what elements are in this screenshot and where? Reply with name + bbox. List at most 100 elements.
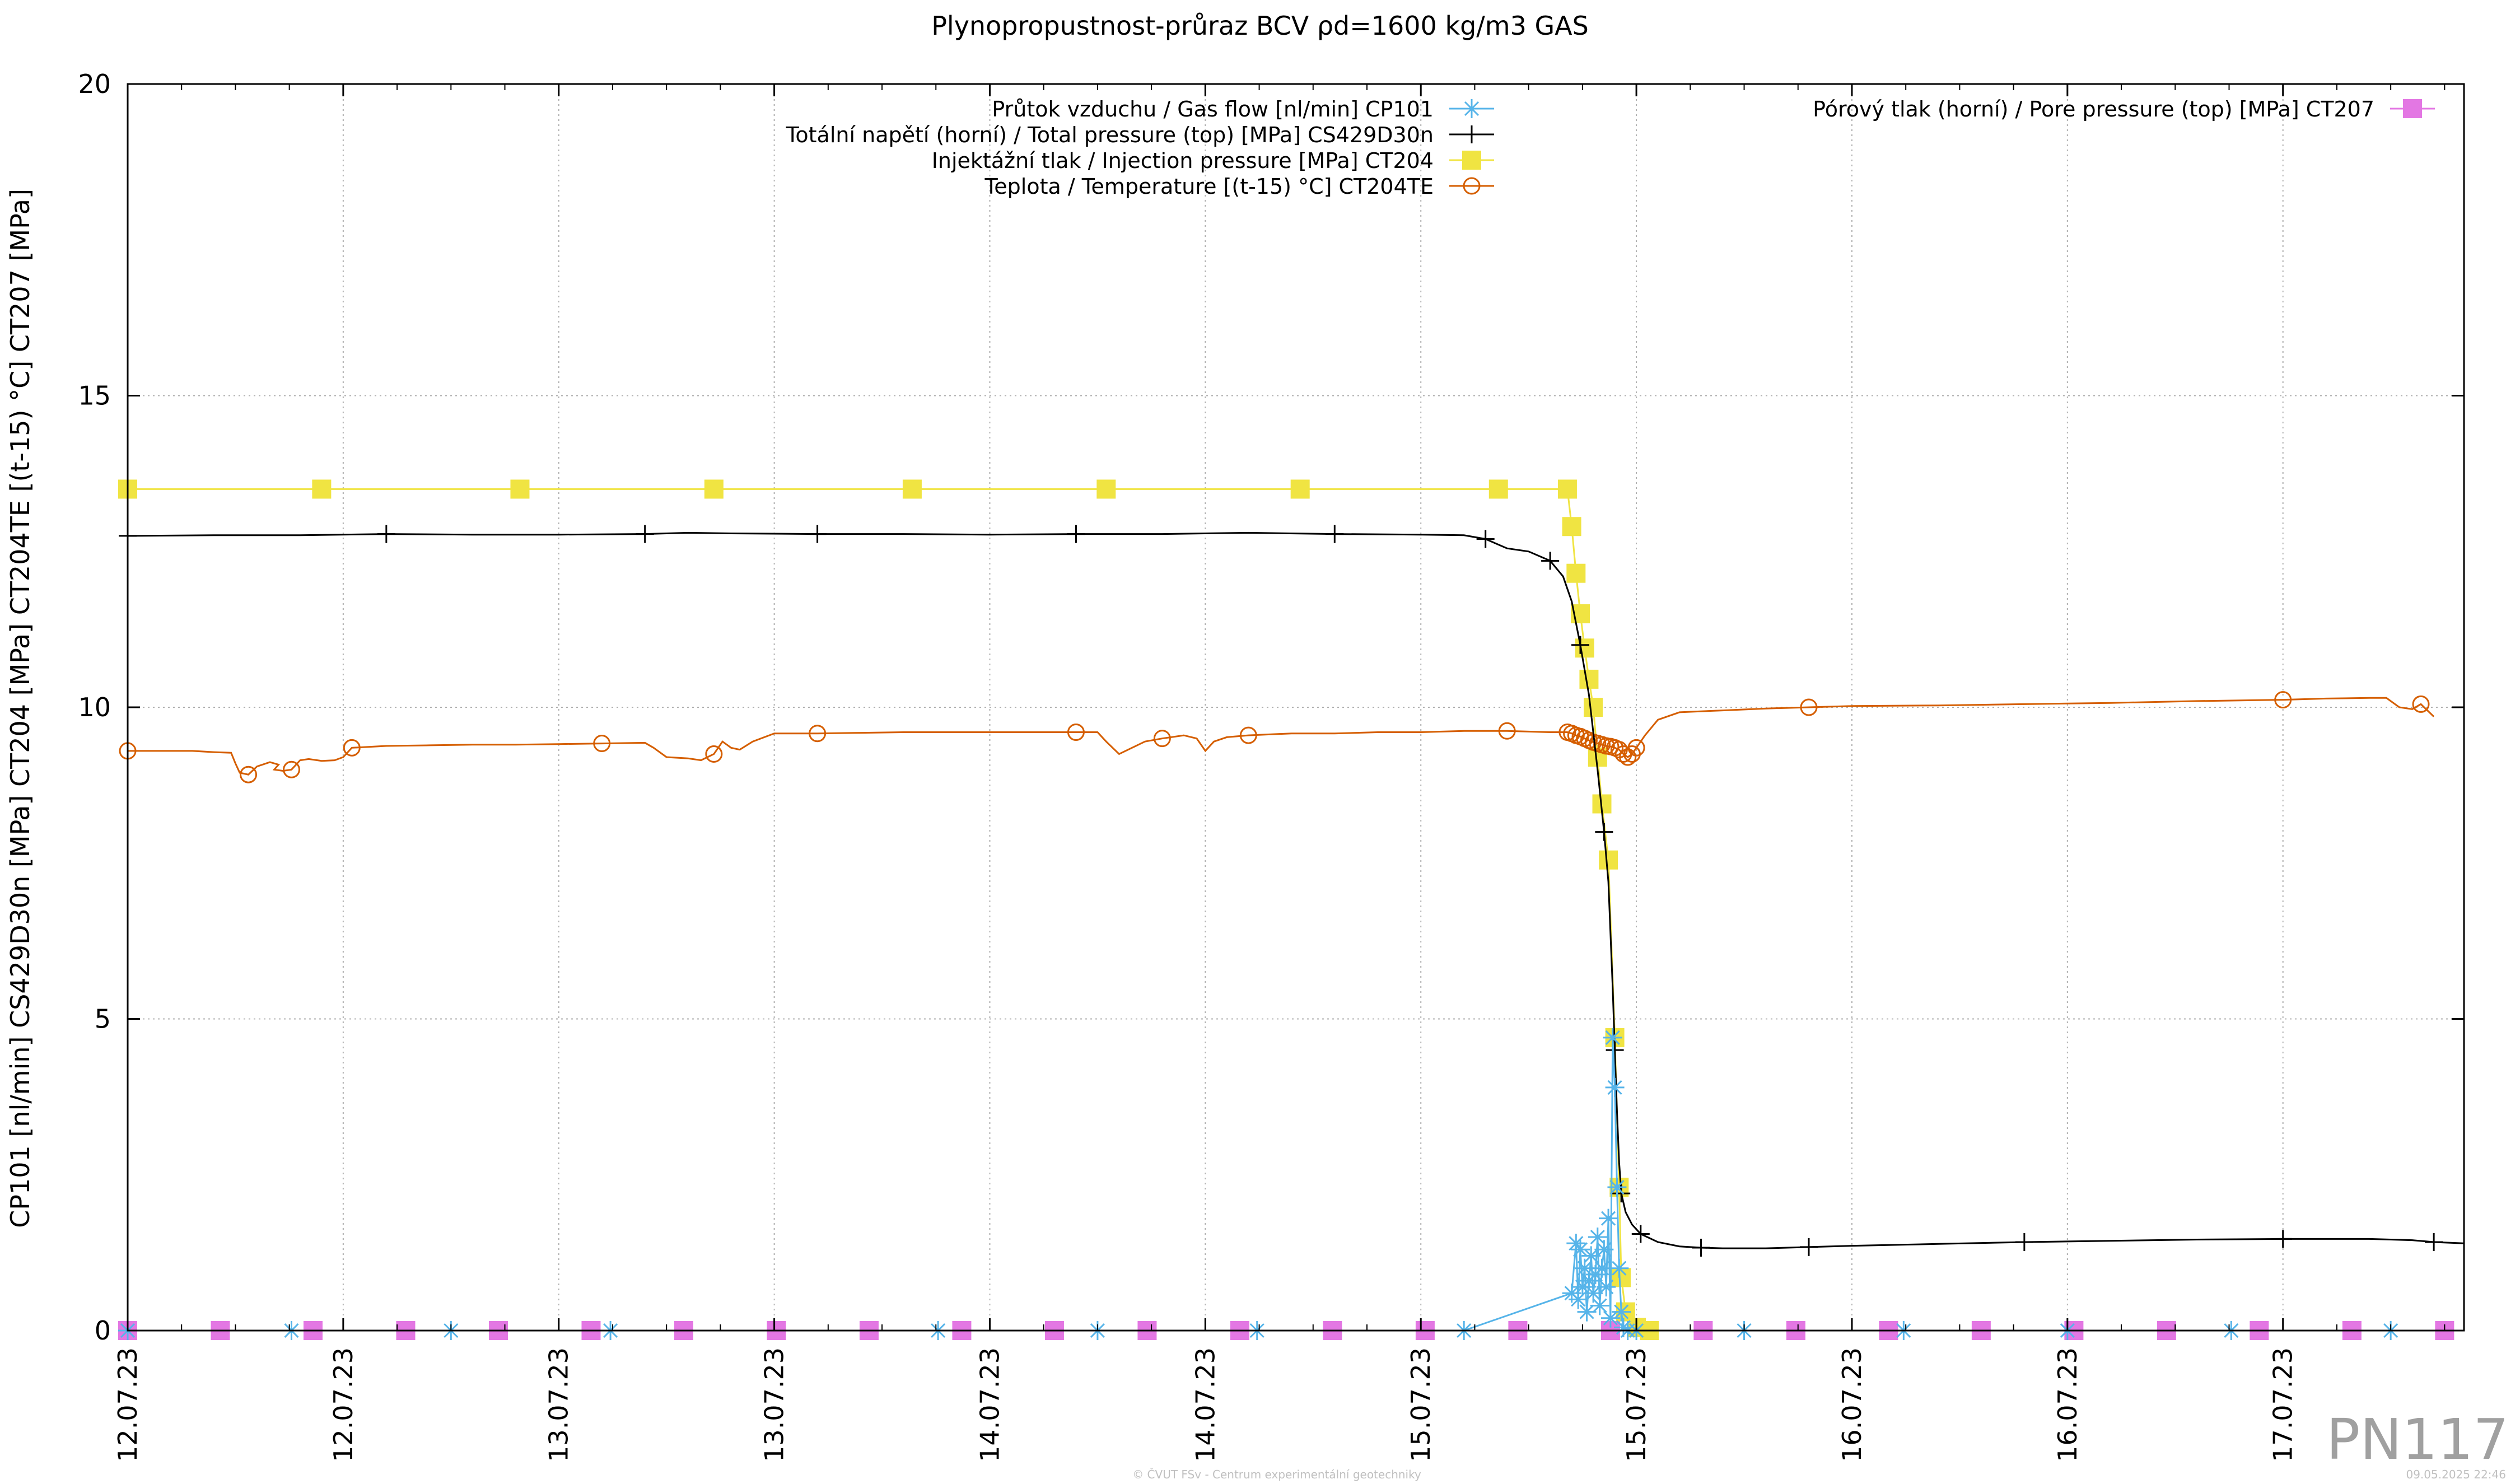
- footer-date: 09.05.2025 22:46: [2406, 1468, 2506, 1481]
- data-point: [1326, 525, 1344, 543]
- data-point: [1562, 517, 1581, 536]
- data-point-d2: [1612, 1261, 1627, 1276]
- data-point-d2: [1579, 1304, 1594, 1319]
- legend-label: Pórový tlak (horní) / Pore pressure (top…: [1813, 97, 2374, 122]
- data-point: [1605, 1077, 1625, 1097]
- x-tick-label: 17.07.23: [2268, 1347, 2298, 1462]
- data-point: [1571, 1240, 1590, 1259]
- x-tick-label: 14.07.23: [974, 1347, 1005, 1462]
- x-tick-label: 15.07.23: [1406, 1347, 1436, 1462]
- data-point: [1609, 1258, 1629, 1278]
- data-point: [1800, 698, 1818, 716]
- x-tick-label: 13.07.23: [759, 1347, 790, 1462]
- data-point: [1290, 479, 1310, 499]
- data-point-d2: [1607, 1080, 1622, 1095]
- data-point: [2274, 1230, 2292, 1248]
- data-point: [1692, 1238, 1710, 1257]
- data-point: [1607, 1178, 1627, 1197]
- y-tick-label: 15: [78, 381, 111, 411]
- data-point: [2412, 695, 2430, 713]
- data-point-d2: [1590, 1229, 1605, 1245]
- legend: Průtok vzduchu / Gas flow [nl/min] CP101…: [786, 97, 2435, 199]
- data-point: [2274, 691, 2292, 709]
- x-tick-label: 14.07.23: [1190, 1347, 1220, 1462]
- data-point-d2: [1605, 1030, 1620, 1045]
- y-tick-label: 0: [95, 1315, 111, 1346]
- data-point: [902, 479, 922, 499]
- data-point-d2: [1569, 1236, 1584, 1251]
- data-point: [636, 525, 654, 543]
- series-line: [127, 531, 2465, 1249]
- series-line: [128, 697, 2435, 776]
- legend-swatch-marker: [1462, 151, 1481, 170]
- data-point: [2015, 1233, 2033, 1251]
- data-point: [1619, 748, 1637, 766]
- data-point-d2: [1592, 1298, 1607, 1313]
- data-point: [809, 725, 827, 743]
- data-point: [1569, 1290, 1588, 1309]
- data-point: [705, 745, 723, 763]
- data-point-d2: [1603, 1310, 1618, 1326]
- x-tick-label: 16.07.23: [2052, 1347, 2083, 1462]
- data-point: [1590, 1296, 1609, 1315]
- data-point: [1606, 1041, 1624, 1060]
- data-point: [808, 525, 827, 543]
- data-point: [1541, 552, 1560, 570]
- data-point: [1595, 823, 1613, 841]
- y-axis-label: CP101 [nl/min] CS429D30n [MPa] CT204 [MP…: [5, 189, 35, 1228]
- data-point: [1476, 530, 1495, 548]
- x-tick-label: 12.07.23: [328, 1347, 358, 1462]
- data-point: [1581, 1246, 1601, 1266]
- data-point-d2: [1584, 1248, 1599, 1263]
- series-2: [118, 479, 1659, 1340]
- data-point: [1067, 525, 1085, 543]
- data-point-d2: [1586, 1286, 1601, 1301]
- data-point: [510, 479, 530, 499]
- data-point: [1566, 563, 1586, 583]
- data-point: [593, 735, 611, 753]
- data-point-d2: [1572, 1242, 1588, 1257]
- data-point: [312, 479, 332, 499]
- data-point: [1631, 1225, 1650, 1243]
- x-tick-label: 13.07.23: [544, 1347, 574, 1462]
- data-point: [1594, 1240, 1614, 1259]
- data-point-d2: [1609, 1179, 1625, 1195]
- watermark: PN117: [2326, 1407, 2509, 1472]
- legend-swatch-marker: [1463, 177, 1481, 195]
- legend-swatch-marker: [1462, 99, 1481, 118]
- data-point: [1597, 1277, 1616, 1297]
- data-point: [1153, 730, 1171, 748]
- data-point-d2: [1599, 1280, 1614, 1295]
- series-1: [119, 525, 2465, 1257]
- data-point-d2: [1594, 1261, 1609, 1276]
- x-tick-label: 15.07.23: [1621, 1347, 1651, 1462]
- axis-ticks: 0 5 10 15 20 12.07.23 12.07.23 13.07.23 13.07.23…: [78, 69, 2464, 1462]
- data-point-d2: [1601, 1211, 1616, 1226]
- data-point: [1599, 850, 1618, 870]
- data-point: [343, 739, 361, 757]
- legend-swatch-marker: [1463, 125, 1481, 143]
- footer-credit: © ČVUT FSv - Centrum experimentální geot…: [1132, 1468, 1421, 1481]
- data-point: [1600, 1308, 1620, 1328]
- legend-label: Průtok vzduchu / Gas flow [nl/min] CP101: [992, 97, 1434, 122]
- y-tick-label: 5: [95, 1004, 111, 1034]
- series-line: [128, 488, 1650, 1332]
- data-point: [1096, 479, 1116, 499]
- data-point: [1603, 1028, 1622, 1047]
- data-point: [283, 760, 301, 778]
- data-point: [2425, 1233, 2443, 1251]
- data-point: [1067, 724, 1085, 741]
- data-point: [1799, 1238, 1818, 1256]
- data-point-d2: [1614, 1304, 1629, 1319]
- data-point: [1579, 669, 1599, 689]
- data-point: [1557, 479, 1577, 499]
- data-point: [1488, 479, 1508, 499]
- data-point: [1239, 726, 1257, 744]
- data-point: [1612, 1302, 1631, 1322]
- y-tick-label: 20: [78, 69, 111, 99]
- data-point: [704, 479, 724, 499]
- data-point-d2: [1577, 1261, 1592, 1276]
- x-tick-label: 16.07.23: [1837, 1347, 1867, 1462]
